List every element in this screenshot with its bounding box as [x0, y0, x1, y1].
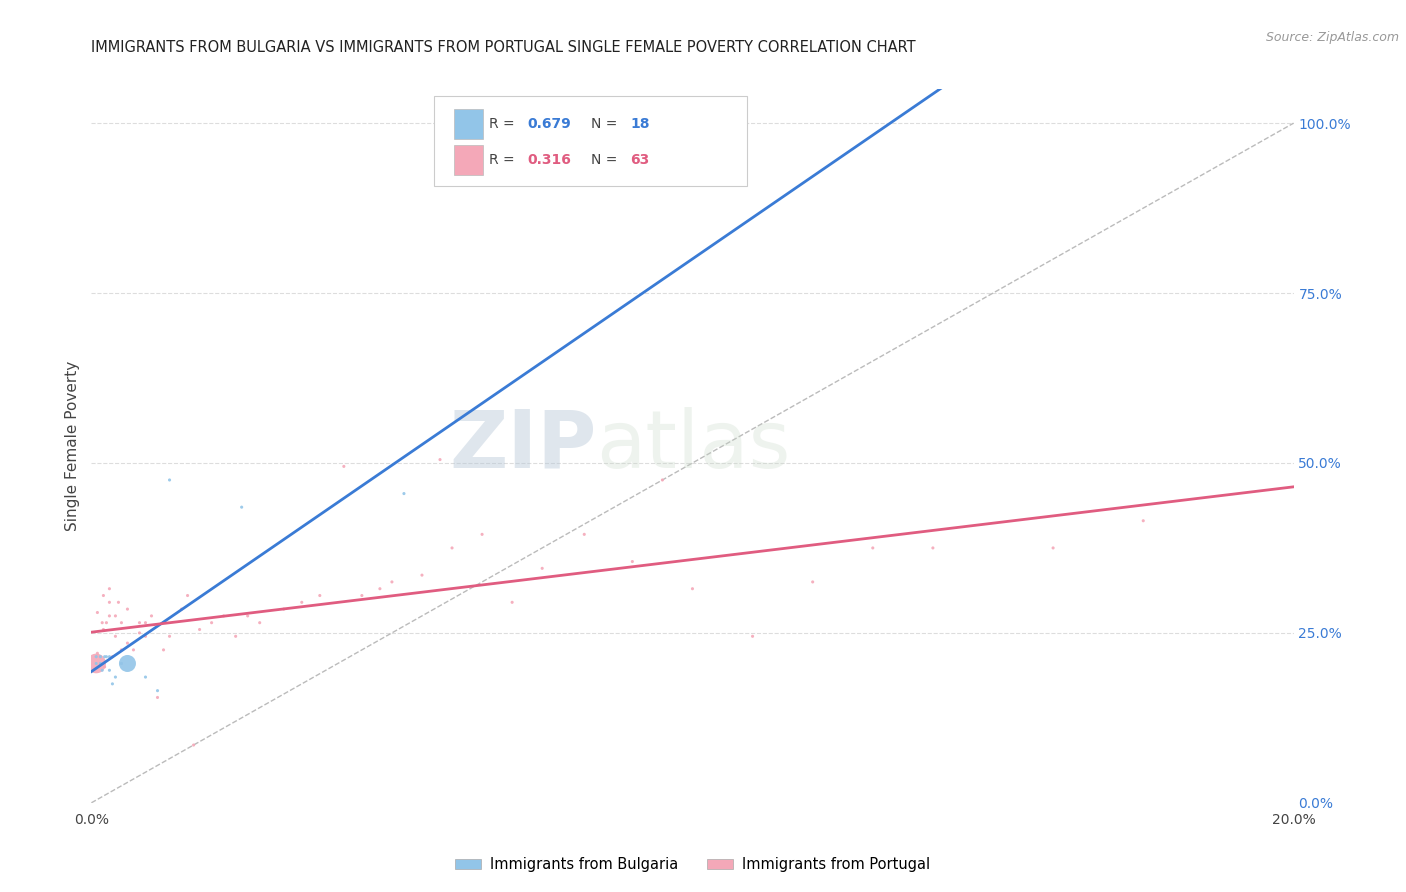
- Point: [89, 657, 111, 671]
- Point: [146, 683, 169, 698]
- Point: [741, 629, 763, 643]
- Point: [101, 649, 124, 664]
- Point: [134, 629, 156, 643]
- Point: [440, 541, 463, 555]
- Point: [236, 608, 259, 623]
- Point: [429, 452, 451, 467]
- Point: [201, 615, 224, 630]
- Point: [104, 608, 127, 623]
- Point: [86, 646, 108, 660]
- Point: [98, 608, 121, 623]
- Point: [392, 486, 415, 500]
- Point: [146, 690, 169, 705]
- Point: [104, 629, 127, 643]
- Legend: Immigrants from Bulgaria, Immigrants from Portugal: Immigrants from Bulgaria, Immigrants fro…: [449, 851, 936, 878]
- Text: N =: N =: [592, 118, 623, 131]
- Y-axis label: Single Female Poverty: Single Female Poverty: [65, 361, 80, 531]
- Point: [801, 574, 824, 589]
- Point: [291, 595, 314, 609]
- Point: [501, 595, 523, 609]
- Point: [176, 589, 198, 603]
- Point: [128, 615, 150, 630]
- Point: [84, 649, 107, 664]
- FancyBboxPatch shape: [454, 110, 484, 139]
- Point: [225, 629, 247, 643]
- Point: [621, 555, 644, 569]
- Point: [1132, 514, 1154, 528]
- Point: [98, 649, 121, 664]
- Text: ZIP: ZIP: [449, 407, 596, 485]
- Point: [84, 649, 107, 664]
- Text: 0.679: 0.679: [527, 118, 571, 131]
- Point: [117, 657, 139, 671]
- Point: [84, 657, 107, 671]
- FancyBboxPatch shape: [434, 96, 747, 186]
- Point: [110, 615, 132, 630]
- Point: [98, 582, 121, 596]
- Point: [188, 623, 211, 637]
- Point: [110, 643, 132, 657]
- Point: [93, 623, 115, 637]
- Point: [96, 615, 118, 630]
- Point: [170, 602, 193, 616]
- Point: [93, 660, 115, 674]
- Point: [531, 561, 554, 575]
- Point: [152, 643, 174, 657]
- Point: [84, 657, 107, 671]
- Point: [128, 626, 150, 640]
- Point: [91, 615, 114, 630]
- FancyBboxPatch shape: [454, 145, 484, 175]
- Point: [93, 649, 115, 664]
- Point: [101, 677, 124, 691]
- Text: Source: ZipAtlas.com: Source: ZipAtlas.com: [1265, 31, 1399, 45]
- Text: R =: R =: [489, 118, 519, 131]
- Text: IMMIGRANTS FROM BULGARIA VS IMMIGRANTS FROM PORTUGAL SINGLE FEMALE POVERTY CORRE: IMMIGRANTS FROM BULGARIA VS IMMIGRANTS F…: [91, 40, 917, 55]
- Point: [134, 615, 156, 630]
- Point: [98, 595, 121, 609]
- Text: 18: 18: [630, 118, 650, 131]
- Point: [122, 643, 145, 657]
- Point: [98, 663, 121, 677]
- Point: [471, 527, 494, 541]
- Text: atlas: atlas: [596, 407, 790, 485]
- Point: [212, 608, 235, 623]
- Point: [89, 649, 111, 664]
- Point: [91, 663, 114, 677]
- Point: [93, 589, 115, 603]
- Point: [159, 473, 181, 487]
- Text: 0.316: 0.316: [527, 153, 572, 167]
- Point: [117, 636, 139, 650]
- Point: [574, 527, 596, 541]
- Point: [104, 670, 127, 684]
- Point: [381, 574, 404, 589]
- Point: [89, 649, 111, 664]
- Text: R =: R =: [489, 153, 519, 167]
- Point: [141, 608, 163, 623]
- Point: [86, 606, 108, 620]
- Point: [651, 473, 673, 487]
- Point: [862, 541, 884, 555]
- Point: [96, 649, 118, 664]
- Point: [117, 602, 139, 616]
- Point: [107, 595, 129, 609]
- Point: [333, 459, 356, 474]
- Point: [368, 582, 391, 596]
- Point: [183, 738, 205, 752]
- Point: [411, 568, 433, 582]
- Point: [308, 589, 330, 603]
- Point: [110, 657, 132, 671]
- Point: [350, 589, 373, 603]
- Point: [134, 670, 156, 684]
- Point: [249, 615, 271, 630]
- Point: [110, 657, 132, 671]
- Text: N =: N =: [592, 153, 623, 167]
- Point: [159, 629, 181, 643]
- Text: 63: 63: [630, 153, 650, 167]
- Point: [922, 541, 945, 555]
- Point: [273, 602, 295, 616]
- Point: [681, 582, 703, 596]
- Point: [1042, 541, 1064, 555]
- Point: [231, 500, 253, 515]
